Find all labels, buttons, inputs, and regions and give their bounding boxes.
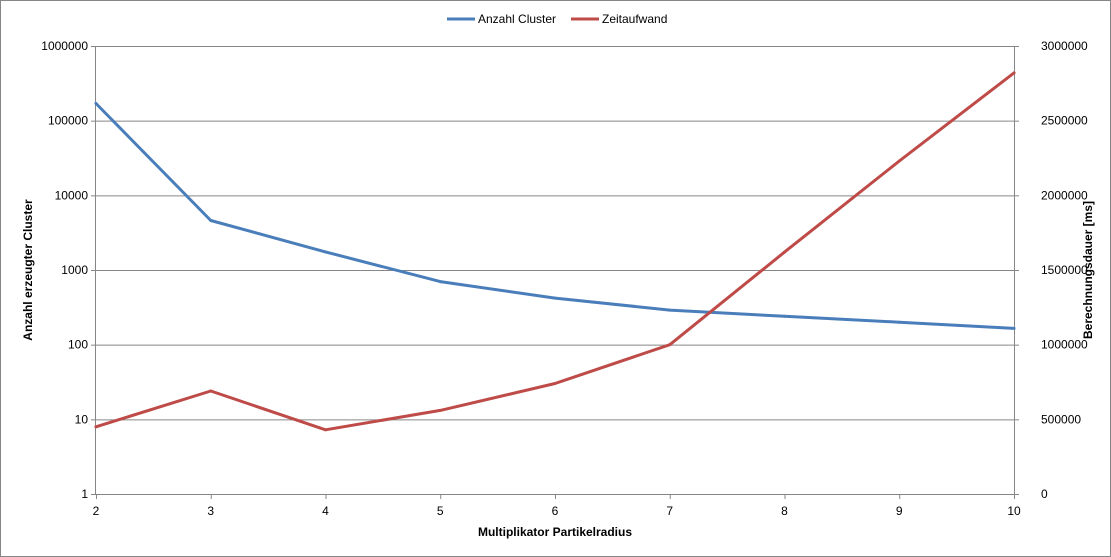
y-axis-title: Anzahl erzeugter Cluster (21, 199, 35, 341)
data-point (438, 280, 442, 284)
data-point (897, 159, 901, 163)
data-point (783, 314, 786, 318)
series-line-zeitaufwand (94, 71, 1016, 432)
data-point (209, 389, 213, 393)
data-point (1012, 71, 1016, 75)
y2-axis-title: Berechnungsdauer [ms] (1081, 201, 1095, 339)
axis-ticks: 1 10 100 1000 10000 100000 1000000 0 500000 10000… (41, 39, 1088, 518)
y-tick-label: 1 (81, 487, 88, 501)
y2-tick-label: 1000000 (1041, 338, 1088, 352)
legend-label-anzahl-cluster: Anzahl Cluster (478, 12, 556, 26)
data-point (897, 320, 901, 324)
y2-tick-label: 3000000 (1041, 39, 1088, 53)
data-point (94, 101, 98, 105)
data-point (783, 250, 786, 254)
x-tick-label: 9 (896, 504, 903, 518)
y2-tick-label: 1500000 (1041, 263, 1088, 277)
x-tick-label: 4 (322, 504, 329, 518)
data-point (209, 219, 213, 223)
y-tick-label: 1000000 (41, 39, 88, 53)
data-point (1012, 326, 1016, 330)
x-tick-label: 5 (437, 504, 444, 518)
grid-lines (96, 46, 1014, 495)
x-tick-label: 6 (552, 504, 559, 518)
legend: Anzahl Cluster Zeitaufwand (447, 12, 667, 26)
data-point (324, 428, 327, 432)
data-point (438, 408, 442, 412)
x-tick-label: 8 (781, 504, 788, 518)
y-tick-label: 100000 (48, 114, 88, 128)
y2-tick-label: 2500000 (1041, 114, 1088, 128)
y-tick-label: 10000 (55, 188, 89, 202)
x-axis-title: Multiplikator Partikelradius (478, 525, 632, 539)
data-point (668, 308, 672, 312)
x-tick-label: 3 (207, 504, 214, 518)
y2-tick-label: 2000000 (1041, 188, 1088, 202)
series-layer (94, 71, 1016, 432)
data-point (668, 343, 672, 347)
data-point (324, 250, 327, 254)
x-tick-label: 7 (666, 504, 673, 518)
series-line-anzahl-cluster (94, 102, 1016, 330)
x-tick-label: 10 (1007, 504, 1021, 518)
data-point (553, 296, 557, 300)
data-point (94, 425, 98, 429)
legend-label-zeitaufwand: Zeitaufwand (602, 12, 667, 26)
y2-tick-label: 0 (1041, 487, 1048, 501)
y-tick-label: 1000 (61, 263, 88, 277)
x-tick-label: 2 (93, 504, 100, 518)
y-tick-label: 10 (75, 412, 89, 426)
data-point (553, 381, 557, 385)
y2-tick-label: 500000 (1041, 412, 1081, 426)
y-tick-label: 100 (68, 338, 88, 352)
